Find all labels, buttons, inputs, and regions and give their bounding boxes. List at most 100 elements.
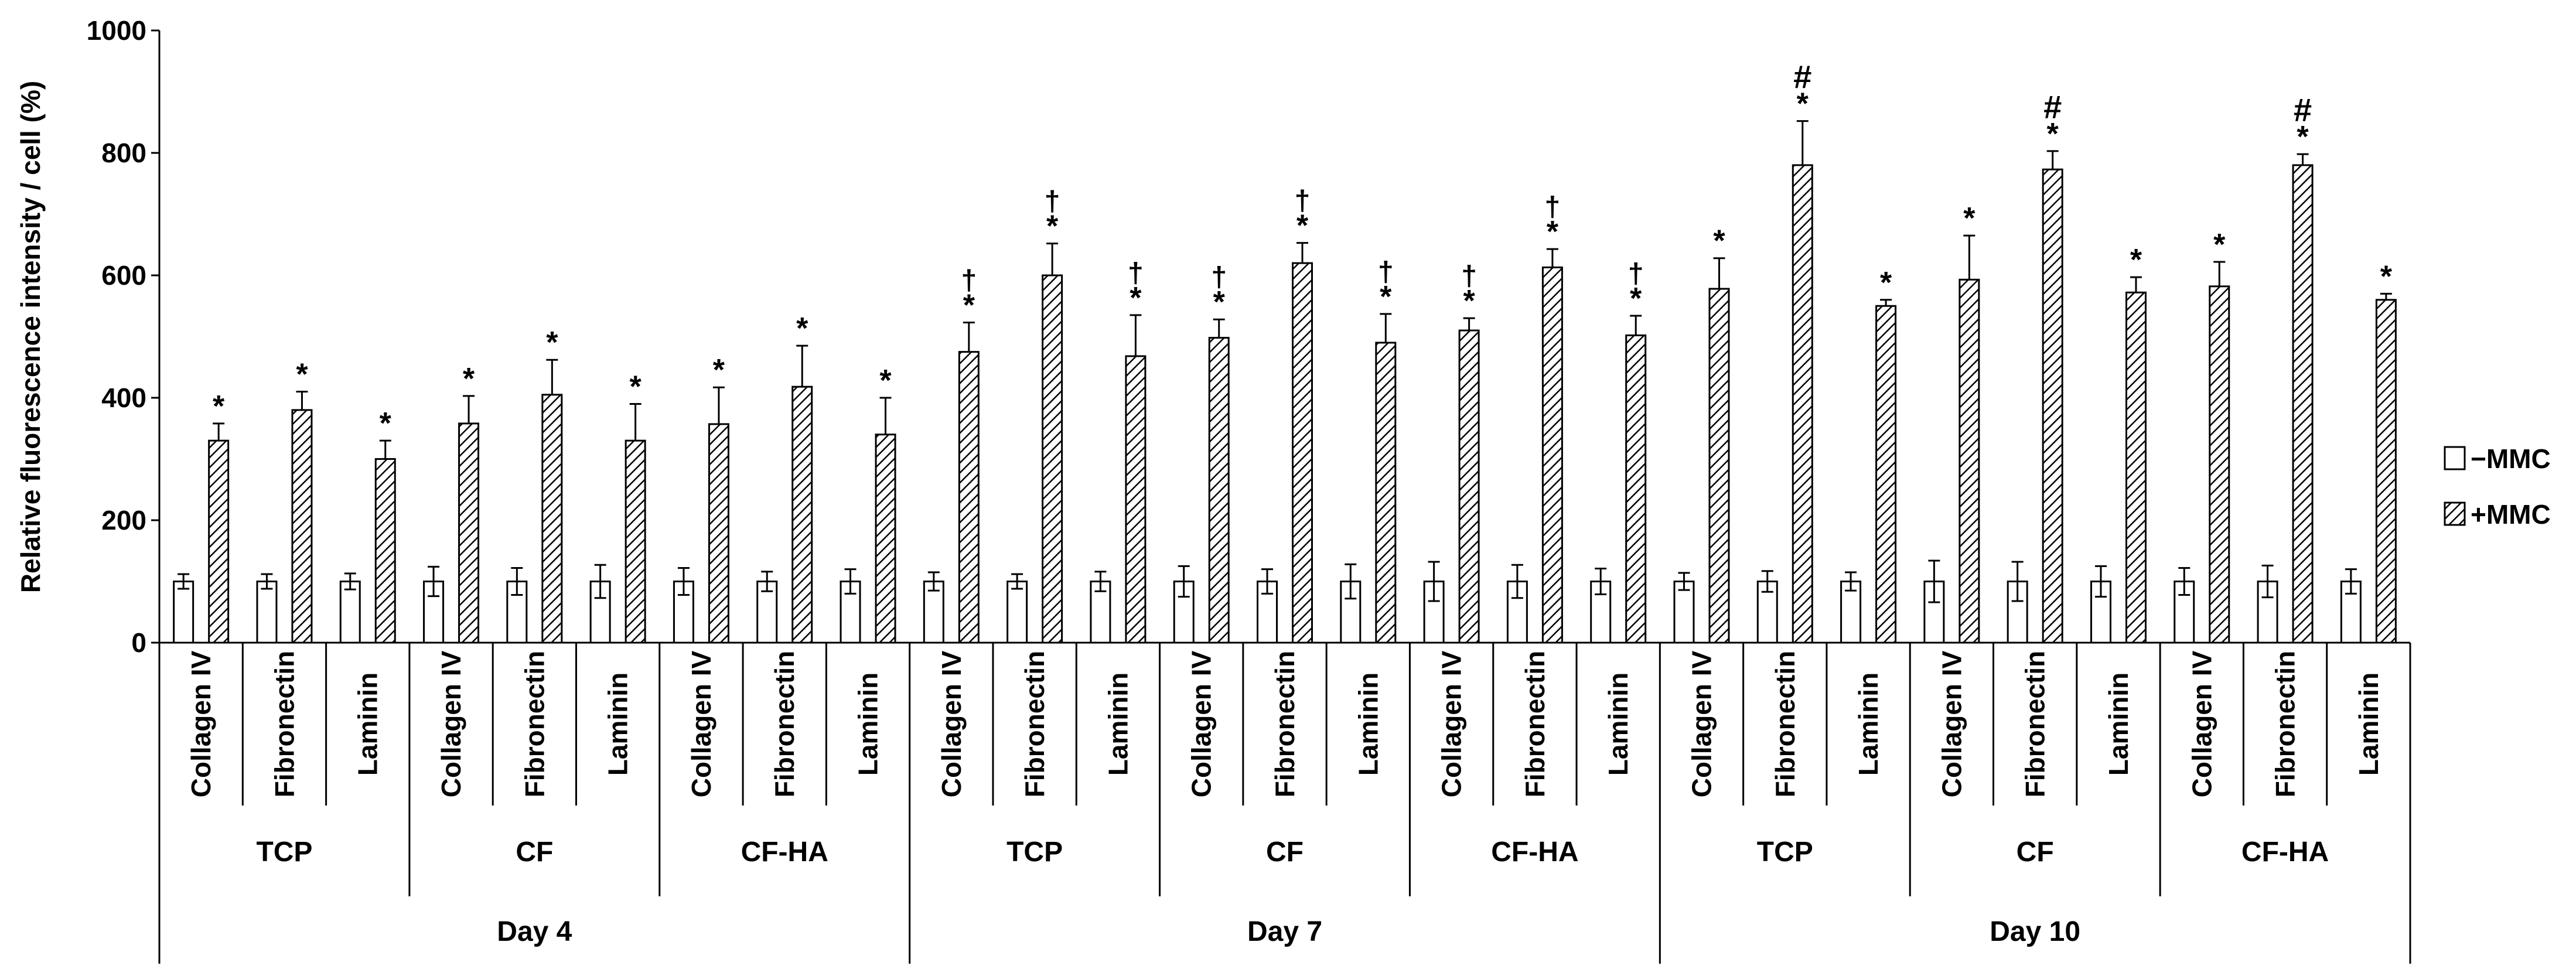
error-bar-plus-mmc <box>1713 257 1725 289</box>
significance-hash: # <box>1793 59 1811 95</box>
error-bar-minus-mmc <box>761 571 773 592</box>
day-group-label: Day 10 <box>1990 916 2080 947</box>
y-tick-label: 0 <box>131 627 146 658</box>
significance-dagger: † <box>1211 262 1227 293</box>
significance-star: * <box>630 370 642 404</box>
substrate-group-label: CF-HA <box>2241 837 2329 868</box>
significance-star: * <box>1963 202 1975 236</box>
substrate-group-label: CF-HA <box>1491 837 1578 868</box>
error-bar-plus-mmc <box>796 344 808 387</box>
significance-star: * <box>1213 285 1226 319</box>
significance-star: * <box>1630 282 1642 316</box>
bar-plus-mmc <box>541 394 563 644</box>
error-bar-minus-mmc <box>1428 561 1440 602</box>
error-bar-minus-mmc <box>1845 571 1857 592</box>
error-bar-minus-mmc <box>927 571 940 592</box>
bar-plus-mmc <box>208 439 230 644</box>
bar-plus-mmc <box>1875 305 1897 644</box>
significance-dagger: † <box>1628 258 1644 289</box>
significance-star: * <box>1880 266 1892 300</box>
significance-dagger: † <box>1461 261 1477 292</box>
significance-star: * <box>879 364 892 398</box>
error-bar-plus-mmc <box>1963 234 1975 280</box>
error-bar-plus-mmc <box>963 321 975 352</box>
x-tick-label: Collagen IV <box>436 650 466 797</box>
bar-plus-mmc <box>1375 342 1397 644</box>
bar-plus-mmc <box>374 458 396 644</box>
substrate-group-label: TCP <box>1006 837 1063 868</box>
bar-plus-mmc <box>1125 355 1147 644</box>
error-bar-plus-mmc <box>1546 248 1558 268</box>
significance-dagger: † <box>1295 186 1311 217</box>
error-bar-minus-mmc <box>1595 568 1607 595</box>
bar-plus-mmc <box>875 434 896 644</box>
error-bar-minus-mmc <box>1261 568 1273 595</box>
error-bar-minus-mmc <box>428 565 440 598</box>
error-bar-plus-mmc <box>1213 318 1225 338</box>
significance-star: * <box>1046 210 1059 244</box>
significance-star: * <box>213 390 225 424</box>
significance-star: * <box>380 407 392 441</box>
bar-plus-mmc <box>708 423 729 644</box>
x-tick-label: Fibronectin <box>519 651 550 797</box>
legend-label-minus-mmc: −MMC <box>2471 443 2551 474</box>
substrate-group-label: CF <box>2017 837 2054 868</box>
bar-minus-mmc <box>1006 581 1028 644</box>
x-tick-label: Fibronectin <box>1019 651 1050 797</box>
bar-plus-mmc <box>291 409 313 644</box>
error-bar-plus-mmc <box>712 386 725 424</box>
error-bar-plus-mmc <box>213 422 225 441</box>
bar-minus-mmc <box>923 581 944 644</box>
day-group-label: Day 7 <box>1247 916 1322 947</box>
significance-star: * <box>2297 120 2309 154</box>
error-bar-minus-mmc <box>261 573 273 590</box>
significance-star: * <box>2130 243 2142 277</box>
bar-plus-mmc <box>458 422 480 644</box>
error-bar-plus-mmc <box>1296 242 1308 264</box>
substrate-group-label: CF <box>516 837 553 868</box>
y-tick-label: 800 <box>101 138 146 168</box>
significance-star: * <box>463 362 475 396</box>
error-bar-minus-mmc <box>178 573 190 590</box>
legend-swatch-plus-mmc <box>2444 501 2466 526</box>
error-bar-minus-mmc <box>344 572 356 591</box>
x-tick-label: Laminin <box>2103 673 2134 776</box>
error-bar-minus-mmc <box>1178 565 1190 598</box>
error-bar-minus-mmc <box>677 567 690 596</box>
error-bar-plus-mmc <box>1463 317 1475 331</box>
significance-star: * <box>2213 228 2226 262</box>
error-bar-plus-mmc <box>1630 315 1642 336</box>
error-bar-minus-mmc <box>594 564 606 599</box>
y-tick-label: 200 <box>101 505 146 535</box>
significance-star: * <box>1296 209 1309 243</box>
significance-star: * <box>1380 280 1392 314</box>
significance-star: * <box>796 312 808 346</box>
bar-plus-mmc <box>1625 334 1647 644</box>
bar-plus-mmc <box>791 385 813 644</box>
bar-plus-mmc <box>625 439 646 644</box>
x-tick-label: Fibronectin <box>1520 651 1550 797</box>
error-bar-minus-mmc <box>1678 572 1690 591</box>
error-bar-minus-mmc <box>844 568 857 595</box>
error-bar-plus-mmc <box>2213 261 2226 286</box>
significance-dagger: † <box>1045 186 1060 217</box>
x-tick-label: Fibronectin <box>1770 651 1800 797</box>
error-bar-plus-mmc <box>2130 276 2142 293</box>
significance-star: * <box>2380 260 2393 294</box>
bar-plus-mmc <box>2209 285 2230 644</box>
x-tick-label: Laminin <box>1353 673 1383 776</box>
error-bar-plus-mmc <box>1796 120 1809 165</box>
significance-star: * <box>2047 117 2059 151</box>
error-bar-minus-mmc <box>2178 567 2191 596</box>
bar-plus-mmc <box>1042 274 1063 644</box>
x-tick-label: Laminin <box>853 673 883 776</box>
error-bar-plus-mmc <box>879 397 892 435</box>
error-bar-plus-mmc <box>1880 299 1892 306</box>
bar-minus-mmc <box>1673 581 1695 644</box>
bar-plus-mmc <box>2125 291 2147 644</box>
significance-hash: # <box>2294 91 2312 128</box>
bar-minus-mmc <box>1590 581 1612 644</box>
bar-plus-mmc <box>1708 288 1730 644</box>
x-tick-label: Fibronectin <box>769 651 800 797</box>
x-tick-label: Fibronectin <box>269 651 299 797</box>
